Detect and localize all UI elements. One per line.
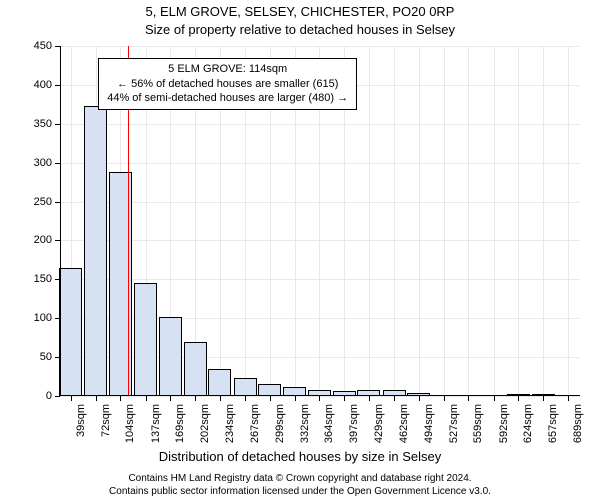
y-tick-label: 50 <box>12 351 52 363</box>
x-axis-label: Distribution of detached houses by size … <box>0 449 600 464</box>
x-tick <box>568 396 569 401</box>
gridline-v <box>369 46 370 396</box>
x-tick <box>518 396 519 401</box>
y-tick <box>55 202 60 203</box>
attribution-line-1: Contains HM Land Registry data © Crown c… <box>0 473 600 486</box>
x-tick-label: 559sqm <box>472 404 484 443</box>
x-tick-label: 299sqm <box>274 404 286 443</box>
gridline-v <box>494 46 495 396</box>
y-tick-label: 250 <box>12 196 52 208</box>
chart-title: 5, ELM GROVE, SELSEY, CHICHESTER, PO20 0… <box>0 4 600 19</box>
y-tick <box>55 124 60 125</box>
x-tick-label: 72sqm <box>100 404 112 437</box>
gridline-v <box>568 46 569 396</box>
x-tick-label: 137sqm <box>150 404 162 443</box>
y-tick-label: 150 <box>12 273 52 285</box>
chart-subtitle: Size of property relative to detached ho… <box>0 22 600 37</box>
x-tick-label: 234sqm <box>224 404 236 443</box>
y-axis-line <box>60 46 61 396</box>
annotation-line: 44% of semi-detached houses are larger (… <box>107 91 348 106</box>
plot-area: 5 ELM GROVE: 114sqm← 56% of detached hou… <box>60 46 580 396</box>
histogram-bar <box>59 268 82 396</box>
annotation-box: 5 ELM GROVE: 114sqm← 56% of detached hou… <box>98 58 357 111</box>
x-tick-label: 397sqm <box>348 404 360 443</box>
histogram-bar <box>134 283 157 396</box>
x-tick-label: 169sqm <box>174 404 186 443</box>
x-tick <box>543 396 544 401</box>
x-tick <box>468 396 469 401</box>
y-tick <box>55 396 60 397</box>
gridline-v <box>394 46 395 396</box>
x-tick <box>120 396 121 401</box>
x-tick <box>146 396 147 401</box>
x-tick <box>220 396 221 401</box>
x-tick <box>170 396 171 401</box>
y-tick <box>55 318 60 319</box>
annotation-line: 5 ELM GROVE: 114sqm <box>107 62 348 77</box>
gridline-v <box>468 46 469 396</box>
x-tick <box>295 396 296 401</box>
histogram-bar <box>234 378 257 396</box>
attribution-line-2: Contains public sector information licen… <box>0 486 600 499</box>
y-tick <box>55 163 60 164</box>
x-tick <box>270 396 271 401</box>
y-tick-label: 0 <box>12 390 52 402</box>
x-tick-label: 624sqm <box>522 404 534 443</box>
y-tick-label: 300 <box>12 157 52 169</box>
y-tick-label: 200 <box>12 234 52 246</box>
y-tick <box>55 46 60 47</box>
property-size-chart: 5, ELM GROVE, SELSEY, CHICHESTER, PO20 0… <box>0 0 600 500</box>
annotation-line: ← 56% of detached houses are smaller (61… <box>107 77 348 92</box>
x-tick <box>195 396 196 401</box>
x-tick <box>494 396 495 401</box>
x-tick-label: 657sqm <box>547 404 559 443</box>
y-tick-label: 400 <box>12 79 52 91</box>
y-tick <box>55 85 60 86</box>
x-tick-label: 267sqm <box>249 404 261 443</box>
gridline-v <box>444 46 445 396</box>
x-tick-label: 462sqm <box>398 404 410 443</box>
y-tick <box>55 357 60 358</box>
x-tick-label: 332sqm <box>299 404 311 443</box>
histogram-bar <box>184 342 207 396</box>
y-tick-label: 100 <box>12 312 52 324</box>
gridline-v <box>419 46 420 396</box>
y-tick-label: 350 <box>12 118 52 130</box>
x-tick-label: 592sqm <box>498 404 510 443</box>
histogram-bar <box>208 369 231 396</box>
gridline-v <box>518 46 519 396</box>
x-tick <box>394 396 395 401</box>
x-tick <box>96 396 97 401</box>
x-tick <box>369 396 370 401</box>
y-tick-label: 450 <box>12 40 52 52</box>
x-tick <box>71 396 72 401</box>
histogram-bar <box>159 317 182 396</box>
x-tick-label: 429sqm <box>373 404 385 443</box>
x-tick <box>344 396 345 401</box>
y-tick <box>55 240 60 241</box>
x-tick <box>444 396 445 401</box>
x-tick-label: 364sqm <box>323 404 335 443</box>
x-tick-label: 689sqm <box>572 404 584 443</box>
x-tick-label: 494sqm <box>423 404 435 443</box>
x-tick-label: 104sqm <box>124 404 136 443</box>
x-tick-label: 527sqm <box>448 404 460 443</box>
y-tick <box>55 279 60 280</box>
attribution-text: Contains HM Land Registry data © Crown c… <box>0 473 600 498</box>
x-tick <box>319 396 320 401</box>
gridline-v <box>543 46 544 396</box>
x-tick-label: 39sqm <box>75 404 87 437</box>
x-tick <box>419 396 420 401</box>
x-tick-label: 202sqm <box>199 404 211 443</box>
histogram-bar <box>84 106 107 396</box>
x-tick <box>245 396 246 401</box>
